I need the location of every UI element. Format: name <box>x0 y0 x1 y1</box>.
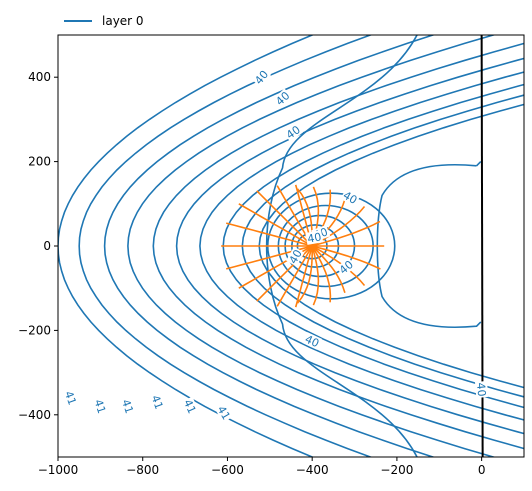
legend: layer 0 <box>64 14 144 28</box>
contour-label-bg <box>181 396 199 417</box>
head-contour-line <box>199 71 524 421</box>
contour-label: 40 <box>252 68 271 87</box>
streamline <box>311 245 381 270</box>
head-contour-line <box>127 35 497 457</box>
x-tick-label: −600 <box>211 463 244 477</box>
contour-label-bg <box>214 402 234 423</box>
head-contour-line <box>475 161 482 167</box>
streamline <box>296 246 313 304</box>
contour-label-bg <box>92 396 109 416</box>
streamline <box>311 220 381 247</box>
contour-label-bg <box>149 392 166 412</box>
streamline <box>311 245 346 293</box>
contour-label: 41 <box>181 398 199 416</box>
contour-label-bg <box>62 388 80 408</box>
head-contour-line <box>58 35 315 457</box>
x-tick-label: 0 <box>478 463 486 477</box>
streamline <box>311 245 320 306</box>
head-contour-line <box>376 163 482 329</box>
head-contour-line <box>152 42 524 450</box>
head-contour-line <box>175 57 524 435</box>
streamline <box>238 203 313 247</box>
contour-label: 40 <box>284 123 303 142</box>
contour-label-bg <box>119 396 137 416</box>
contour-label-bg <box>286 246 305 267</box>
contour-label: 40 <box>306 230 322 245</box>
streamline <box>276 245 313 307</box>
y-tick-label: 0 <box>43 239 51 253</box>
x-tick-label: −200 <box>380 463 413 477</box>
streamline <box>225 222 313 247</box>
contour-label-bg <box>305 230 324 245</box>
axes: −1000 −800 −600 −400 −200 0 −400 −200 0 200 400 <box>18 70 485 477</box>
contour-label: 40 <box>303 333 321 351</box>
plot-area: 40404040404040404040414141414141 <box>58 35 524 457</box>
y-tick-label: −400 <box>18 408 51 422</box>
contour-label-bg <box>251 67 272 88</box>
streamline <box>311 245 332 303</box>
y-tick-label: −200 <box>18 323 51 337</box>
contour-label: 41 <box>149 394 166 412</box>
contour-label: 41 <box>62 389 79 407</box>
streamline <box>256 190 313 247</box>
legend-label: layer 0 <box>102 14 144 28</box>
contour-label: 41 <box>119 398 136 415</box>
contour-label-bg <box>302 332 322 350</box>
y-tick-label: 400 <box>28 70 51 84</box>
contour-label-bg <box>283 122 304 142</box>
x-tick-label: −1000 <box>38 463 79 477</box>
contour-label: 40 <box>287 247 305 266</box>
head-contour-line <box>78 35 373 457</box>
streamline <box>294 245 313 308</box>
contour-label-bg <box>474 380 489 398</box>
head-contour-line <box>103 35 436 457</box>
y-tick-label: 200 <box>28 155 51 169</box>
contour-label-bg <box>336 257 357 277</box>
streamline <box>311 245 366 287</box>
contour-label-bg <box>272 88 293 109</box>
x-tick-label: −800 <box>126 463 159 477</box>
contour-label: 40 <box>474 382 488 397</box>
contour-label: 40 <box>341 189 360 207</box>
contour-label: 41 <box>92 398 109 415</box>
contour-label-bg <box>340 188 361 207</box>
x-tick-label: −400 <box>296 463 329 477</box>
contour-label: 41 <box>215 404 233 423</box>
